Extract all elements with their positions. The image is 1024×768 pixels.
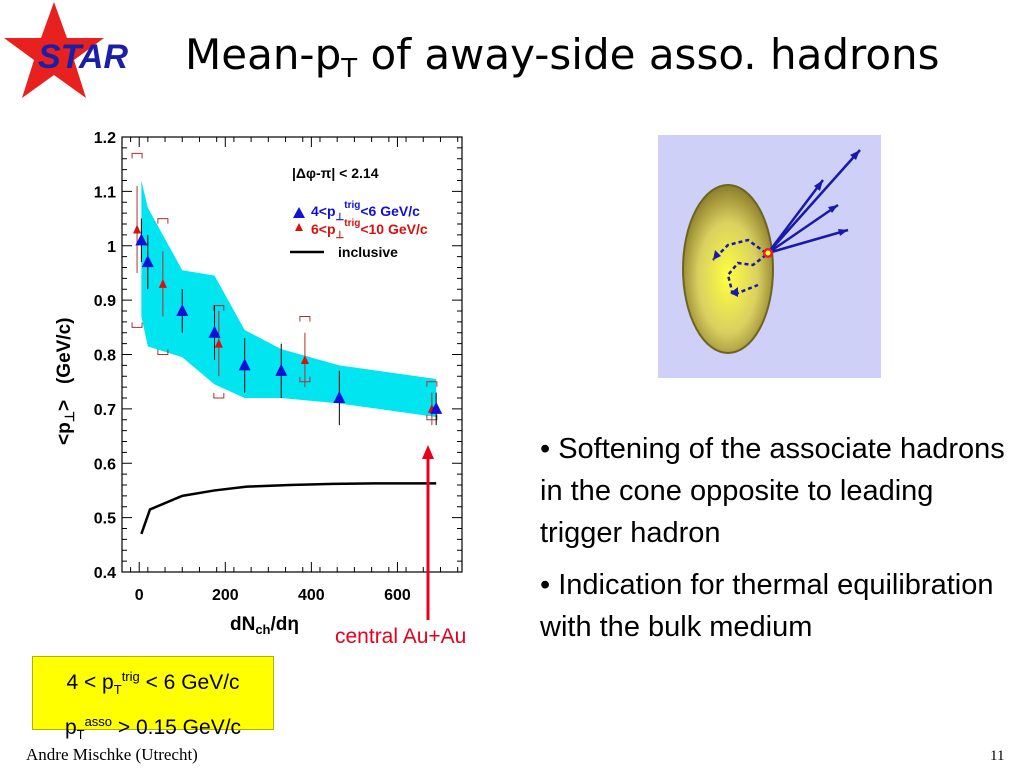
point-series-2: [214, 338, 223, 348]
away-arrowhead-2: [730, 287, 738, 297]
y-tick-label: 0.5: [94, 511, 116, 528]
medium-ellipse: [682, 184, 774, 354]
x-tick-label: 400: [298, 587, 325, 604]
sys-bracket-upper: [213, 305, 225, 311]
point-series-1: [333, 391, 346, 403]
x-axis-label: dNch/dη: [230, 614, 299, 637]
star-logo: STAR: [4, 2, 128, 98]
y-tick-label: 0.4: [94, 565, 116, 582]
sys-bracket-upper: [157, 218, 169, 224]
sys-bracket-lower: [213, 393, 225, 399]
jet-arrow-3: [767, 203, 839, 255]
note-line-2: pTasso > 0.15 GeV/c: [64, 714, 242, 743]
point-series-2: [300, 354, 309, 364]
sys-bracket-upper: [299, 315, 311, 322]
footer-page-number: 11: [990, 748, 1005, 764]
away-arrowhead-1: [713, 250, 721, 260]
jet-arrowhead-4: [838, 229, 848, 236]
y-tick-label: 1.2: [94, 130, 116, 147]
legend-marker-series-1: [293, 207, 305, 218]
point-series-2: [158, 278, 167, 288]
mean-pt-chart: 0.4 0.5 0.6 0.7 0.8 0.9 1 1.1 1.2 0 200 400 600 |Δφ-…: [54, 130, 463, 637]
jet-arrow-2: [767, 149, 861, 254]
point-series-1: [141, 255, 154, 268]
star-logo-shape: [4, 2, 104, 98]
sys-bracket-upper: [131, 152, 143, 159]
jet-arrows: [767, 149, 861, 255]
point-series-1: [430, 401, 443, 414]
legend-label-series-2: 6<p⊥trig<10 GeV/c: [311, 218, 428, 241]
cuts-note: 4 < pTtrig < 6 GeV/c pTasso > 0.15 GeV/c: [32, 656, 274, 742]
jet-cone-illustration: [682, 149, 861, 354]
jet-arrowhead-1: [814, 180, 823, 191]
legend-marker-series-2: [295, 223, 303, 231]
legend-label-series-1: 4<p⊥trig<6 GeV/c: [311, 200, 420, 223]
point-series-1: [208, 325, 221, 338]
page-title: Mean-pT of away-side asso. hadrons: [185, 30, 940, 84]
note-line-1: 4 < pTtrig < 6 GeV/c: [66, 669, 240, 698]
y-tick-label: 0.6: [94, 456, 116, 473]
jet-arrowhead-3: [828, 205, 838, 213]
y-tick-label: 0.8: [94, 348, 116, 365]
jet-arrowhead-2: [850, 150, 860, 160]
inclusive-line: [140, 482, 437, 535]
bullet-list: • Softening of the associate hadrons in …: [540, 428, 1010, 658]
footer-author: Andre Mischke (Utrecht): [26, 745, 198, 764]
point-series-1: [176, 304, 189, 316]
systematic-band: [141, 180, 437, 418]
jet-arrow-1: [767, 179, 824, 254]
title-sub: T: [341, 54, 358, 84]
trigger-core: [765, 250, 771, 256]
callout-arrow-head: [422, 445, 434, 459]
y-tick-label: 1.1: [94, 184, 116, 201]
callout-central-auau: central Au+Au: [335, 625, 467, 648]
sys-bracket-upper: [426, 381, 438, 387]
legend-label-inclusive: inclusive: [338, 244, 398, 260]
sys-bracket-lower: [157, 349, 169, 355]
x-tick-label: 0: [135, 587, 144, 604]
point-series-1: [275, 363, 288, 376]
title-main: Mean-p: [185, 30, 342, 79]
x-tick-label: 200: [212, 587, 239, 604]
title-rest: of away-side asso. hadrons: [357, 30, 940, 79]
y-tick-label: 0.9: [94, 293, 116, 310]
star-logo-text: STAR: [38, 38, 128, 76]
point-series-1: [135, 233, 148, 246]
legend-header: |Δφ-π| < 2.14: [292, 165, 379, 181]
jet-cone-diagram: [658, 135, 881, 378]
point-series-1: [238, 358, 251, 371]
x-tick-label: 600: [384, 587, 411, 604]
jet-arrow-4: [767, 228, 849, 255]
y-axis-label: <p⊥> (GeV/c): [54, 318, 77, 445]
point-series-2: [133, 224, 142, 234]
bullet-softening: • Softening of the associate hadrons in …: [540, 433, 1005, 549]
bullet-thermal: • Indication for thermal equilibration w…: [540, 569, 994, 643]
y-tick-label: 1: [107, 239, 116, 256]
sys-bracket-lower: [131, 322, 143, 328]
y-tick-label: 0.7: [94, 402, 116, 419]
